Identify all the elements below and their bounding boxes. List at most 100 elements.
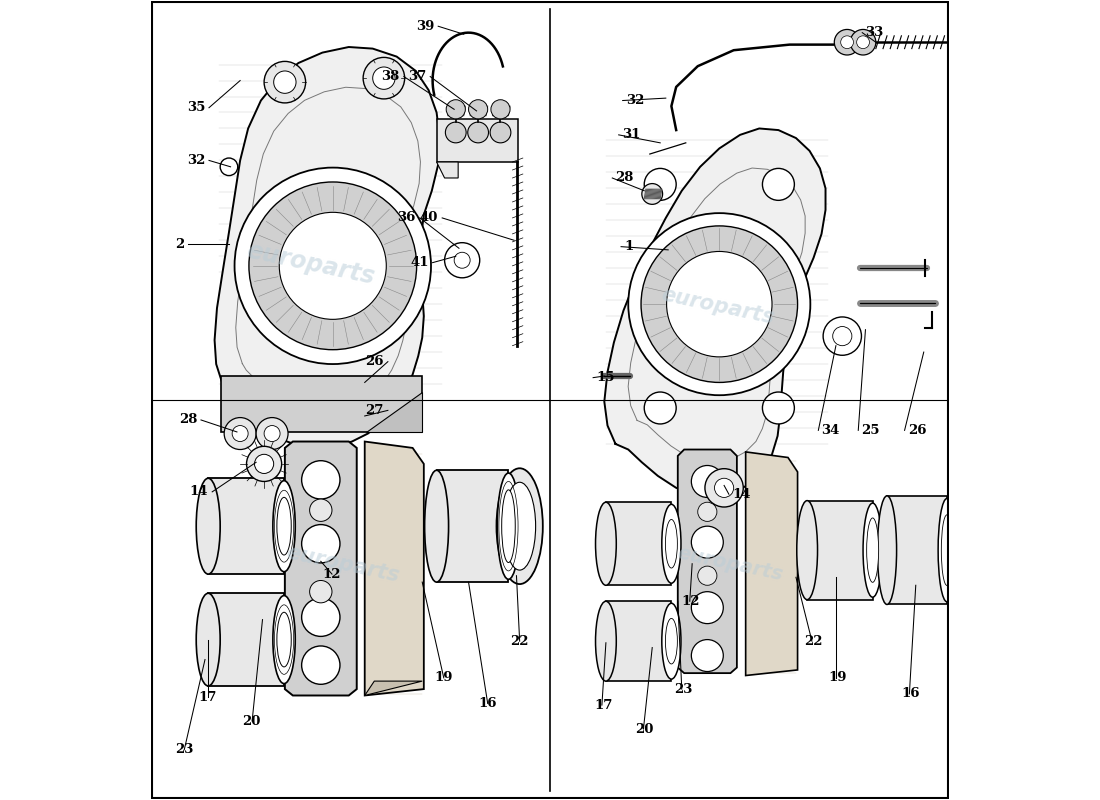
Text: 26: 26 <box>908 424 926 437</box>
Circle shape <box>469 100 487 119</box>
Circle shape <box>697 502 717 522</box>
Text: 16: 16 <box>478 697 496 710</box>
Ellipse shape <box>497 473 519 579</box>
Bar <box>437 470 508 582</box>
Circle shape <box>274 71 296 94</box>
Polygon shape <box>746 452 798 675</box>
Bar <box>807 501 872 600</box>
Polygon shape <box>221 376 422 432</box>
Text: 17: 17 <box>594 698 613 711</box>
Circle shape <box>254 454 274 474</box>
Polygon shape <box>285 442 356 695</box>
Text: 32: 32 <box>626 94 645 107</box>
Circle shape <box>256 418 288 450</box>
Circle shape <box>301 646 340 684</box>
Text: 23: 23 <box>175 743 192 756</box>
Polygon shape <box>365 681 422 695</box>
Text: 28: 28 <box>616 171 634 185</box>
Text: 22: 22 <box>804 634 823 648</box>
Circle shape <box>264 426 280 442</box>
Circle shape <box>692 526 724 558</box>
Ellipse shape <box>878 496 896 605</box>
Text: 25: 25 <box>861 424 880 437</box>
Text: 1: 1 <box>625 240 634 253</box>
Text: 16: 16 <box>901 687 920 700</box>
Ellipse shape <box>666 618 678 664</box>
Ellipse shape <box>662 504 681 583</box>
Circle shape <box>641 183 662 204</box>
Circle shape <box>857 36 869 49</box>
Circle shape <box>309 581 332 603</box>
Circle shape <box>762 169 794 200</box>
Text: 14: 14 <box>733 488 750 501</box>
Circle shape <box>279 212 386 319</box>
Text: 20: 20 <box>242 714 261 727</box>
Text: 2: 2 <box>175 238 184 250</box>
Bar <box>606 602 671 681</box>
Circle shape <box>363 58 405 99</box>
Text: europarts: europarts <box>659 284 777 327</box>
Circle shape <box>834 30 860 55</box>
Polygon shape <box>678 450 737 673</box>
Ellipse shape <box>796 501 817 600</box>
Circle shape <box>232 426 249 442</box>
Ellipse shape <box>662 603 681 679</box>
Circle shape <box>645 392 676 424</box>
Circle shape <box>823 317 861 355</box>
Text: 14: 14 <box>189 486 208 498</box>
Ellipse shape <box>942 515 953 586</box>
Text: europarts: europarts <box>675 543 784 584</box>
Circle shape <box>224 418 256 450</box>
Circle shape <box>697 566 717 586</box>
Circle shape <box>645 169 676 200</box>
Text: 17: 17 <box>199 690 217 703</box>
Circle shape <box>715 478 734 498</box>
Circle shape <box>468 122 488 143</box>
Text: 22: 22 <box>510 634 529 648</box>
Circle shape <box>373 67 395 90</box>
Text: 33: 33 <box>866 26 883 39</box>
Ellipse shape <box>277 498 292 555</box>
Ellipse shape <box>425 470 449 582</box>
Ellipse shape <box>864 503 882 597</box>
Text: 36: 36 <box>397 211 416 225</box>
Text: 23: 23 <box>674 682 692 695</box>
Text: 12: 12 <box>322 567 341 581</box>
Circle shape <box>220 158 238 175</box>
Circle shape <box>491 122 510 143</box>
Text: 19: 19 <box>434 671 453 685</box>
Text: europarts: europarts <box>284 542 400 586</box>
Ellipse shape <box>867 518 879 582</box>
Polygon shape <box>437 162 459 178</box>
Text: 41: 41 <box>410 256 429 269</box>
Ellipse shape <box>504 482 536 570</box>
Ellipse shape <box>938 498 956 602</box>
Circle shape <box>850 30 876 55</box>
Bar <box>887 496 947 605</box>
Circle shape <box>628 213 811 395</box>
Ellipse shape <box>273 481 295 572</box>
Ellipse shape <box>196 594 220 686</box>
Text: 19: 19 <box>828 671 846 685</box>
Circle shape <box>762 392 794 424</box>
Text: 20: 20 <box>636 722 653 735</box>
Text: 35: 35 <box>187 102 205 114</box>
Ellipse shape <box>595 502 616 586</box>
Circle shape <box>840 36 854 49</box>
Circle shape <box>705 469 744 507</box>
Circle shape <box>264 62 306 103</box>
Polygon shape <box>366 392 422 432</box>
Text: 12: 12 <box>682 594 701 608</box>
Ellipse shape <box>595 602 616 681</box>
Ellipse shape <box>196 478 220 574</box>
Text: 31: 31 <box>621 128 640 142</box>
Circle shape <box>234 168 431 364</box>
Polygon shape <box>604 129 825 496</box>
Text: 26: 26 <box>365 355 384 368</box>
Text: 32: 32 <box>187 154 205 167</box>
Circle shape <box>667 251 772 357</box>
Circle shape <box>301 598 340 636</box>
Text: 27: 27 <box>365 404 384 417</box>
Text: 39: 39 <box>416 20 434 33</box>
Text: 37: 37 <box>408 70 426 83</box>
